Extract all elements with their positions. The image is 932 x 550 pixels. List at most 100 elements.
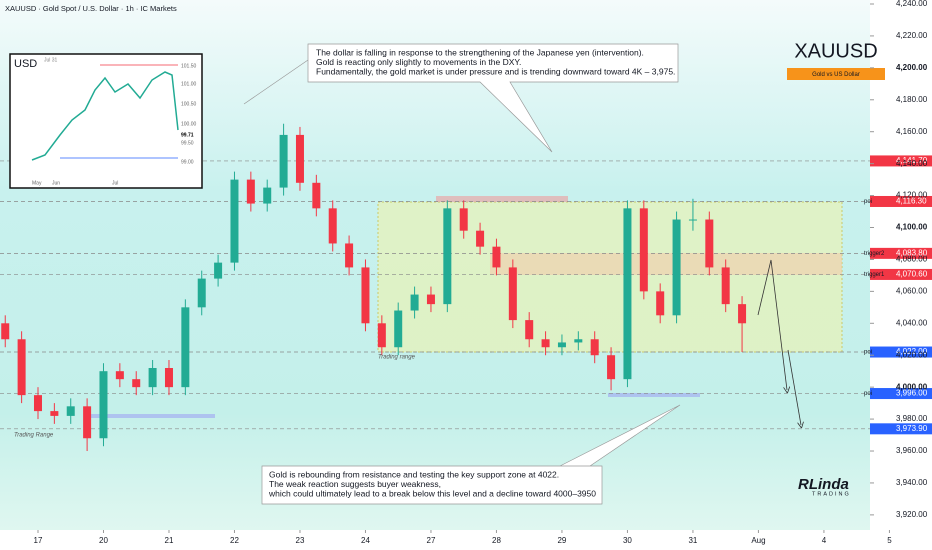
- candle-body: [656, 291, 665, 316]
- x-tick-label: 23: [296, 536, 305, 545]
- y-tick-label: 3,980.00: [896, 414, 928, 423]
- candle-body: [688, 219, 697, 221]
- inset-price-label: 99.00: [181, 159, 194, 165]
- range-box: [377, 201, 843, 353]
- annotation-text: The weak reaction suggests buyer weaknes…: [269, 479, 441, 489]
- candle-body: [83, 406, 92, 439]
- annotation-text: which could ultimately lead to a break b…: [268, 488, 596, 498]
- inset-price-label: 101.50: [181, 63, 197, 69]
- candle-body: [164, 367, 173, 388]
- x-tick-label: 29: [557, 536, 566, 545]
- logo-sub: TRADING: [812, 491, 851, 497]
- candle-body: [705, 219, 714, 268]
- level-label-bg: [870, 195, 932, 207]
- inset-price: [31, 71, 179, 161]
- chart-title: XAUUSD · Gold Spot / U.S. Dollar · 1h · …: [5, 4, 177, 13]
- y-tick-label: 4,000.00: [896, 382, 928, 391]
- logo: RLinda: [798, 476, 849, 493]
- candle-body: [66, 406, 75, 416]
- level-label-bg: [870, 247, 932, 259]
- candle-body: [557, 342, 566, 348]
- candle-body: [246, 179, 255, 204]
- x-tick-label: 24: [361, 536, 370, 545]
- inset-chart: [9, 53, 203, 189]
- candle-body: [197, 278, 206, 308]
- projection-arrow: [787, 349, 801, 425]
- level-label: 3,973.90: [896, 424, 928, 433]
- inset-x-label: Jun: [52, 180, 60, 186]
- symbol-badge-bg: [787, 68, 885, 80]
- projection-arrow: [757, 259, 787, 390]
- support-zone: [84, 414, 215, 418]
- y-tick-label: 4,120.00: [896, 191, 928, 200]
- candle-body: [394, 310, 403, 348]
- candle-body: [33, 395, 42, 412]
- annotation-box: [307, 43, 679, 153]
- candle-body: [295, 134, 304, 183]
- range-label: Trading range: [378, 355, 416, 361]
- x-tick-label: 20: [99, 536, 108, 545]
- y-tick-label: 4,200.00: [896, 63, 928, 72]
- y-tick-label: 3,960.00: [896, 446, 928, 455]
- y-tick-label: 4,060.00: [896, 286, 928, 295]
- candle-body: [525, 320, 534, 340]
- candle-body: [738, 304, 747, 324]
- x-tick-label: 31: [688, 536, 697, 545]
- candle-body: [17, 339, 26, 396]
- candle-body: [50, 411, 59, 416]
- candle-body: [607, 355, 616, 380]
- inset-price-label: 99.50: [181, 140, 194, 146]
- y-tick-label: 4,140.00: [896, 159, 928, 168]
- candle-body: [721, 267, 730, 305]
- x-tick-label: 21: [165, 536, 174, 545]
- annotation-box: [261, 404, 681, 505]
- candle-body: [181, 307, 190, 388]
- x-tick-label: 27: [427, 536, 436, 545]
- level-label: 4,083.80: [896, 248, 928, 257]
- level-label-bg: [870, 423, 932, 435]
- inset-price-label: 100.50: [181, 101, 197, 107]
- x-tick-label: Aug: [751, 536, 765, 545]
- inset-price-label: 100.00: [181, 121, 197, 127]
- level-label: 3,996.00: [896, 389, 928, 398]
- level-label-bg: [870, 388, 932, 400]
- inset-symbol: USD: [14, 58, 37, 70]
- inset-date: Jul 31: [44, 57, 58, 63]
- candle-body: [639, 208, 648, 292]
- x-tick-label: 22: [230, 536, 239, 545]
- candle-body: [426, 294, 435, 305]
- level-label: 4,141.70: [896, 156, 928, 165]
- annotation-pointer: [243, 59, 309, 105]
- inset-x-label: May: [32, 180, 42, 186]
- support-zone: [608, 393, 700, 397]
- y-tick-label: 3,920.00: [896, 510, 928, 519]
- candle-body: [230, 179, 239, 263]
- level-label-bg: [870, 155, 932, 167]
- y-tick-label: 4,180.00: [896, 95, 928, 104]
- candle-body: [623, 208, 632, 380]
- candle-body: [574, 339, 583, 343]
- y-tick-label: 4,220.00: [896, 31, 928, 40]
- symbol-badge: Gold vs US Dollar: [812, 72, 860, 78]
- symbol: XAUUSD: [794, 40, 877, 62]
- y-tick-label: 4,040.00: [896, 318, 928, 327]
- candle-body: [590, 339, 599, 356]
- level-tag: poi: [864, 350, 872, 356]
- candle-body: [132, 379, 141, 388]
- x-tick-label: 5: [887, 536, 892, 545]
- resistance-zone: [436, 196, 568, 202]
- x-tick-label: 17: [34, 536, 43, 545]
- x-tick-label: 28: [492, 536, 501, 545]
- level-tag: trigger2: [864, 251, 885, 257]
- y-tick-label: 4,240.00: [896, 0, 928, 8]
- candle-body: [115, 371, 124, 380]
- level-label-bg: [870, 268, 932, 280]
- candle-body: [1, 323, 10, 340]
- candle-body: [312, 182, 321, 209]
- x-tick-label: 4: [822, 536, 827, 545]
- candle-body: [508, 267, 517, 321]
- y-tick-label: 3,940.00: [896, 478, 928, 487]
- trigger-zone: [490, 253, 842, 275]
- candle-body: [214, 262, 223, 279]
